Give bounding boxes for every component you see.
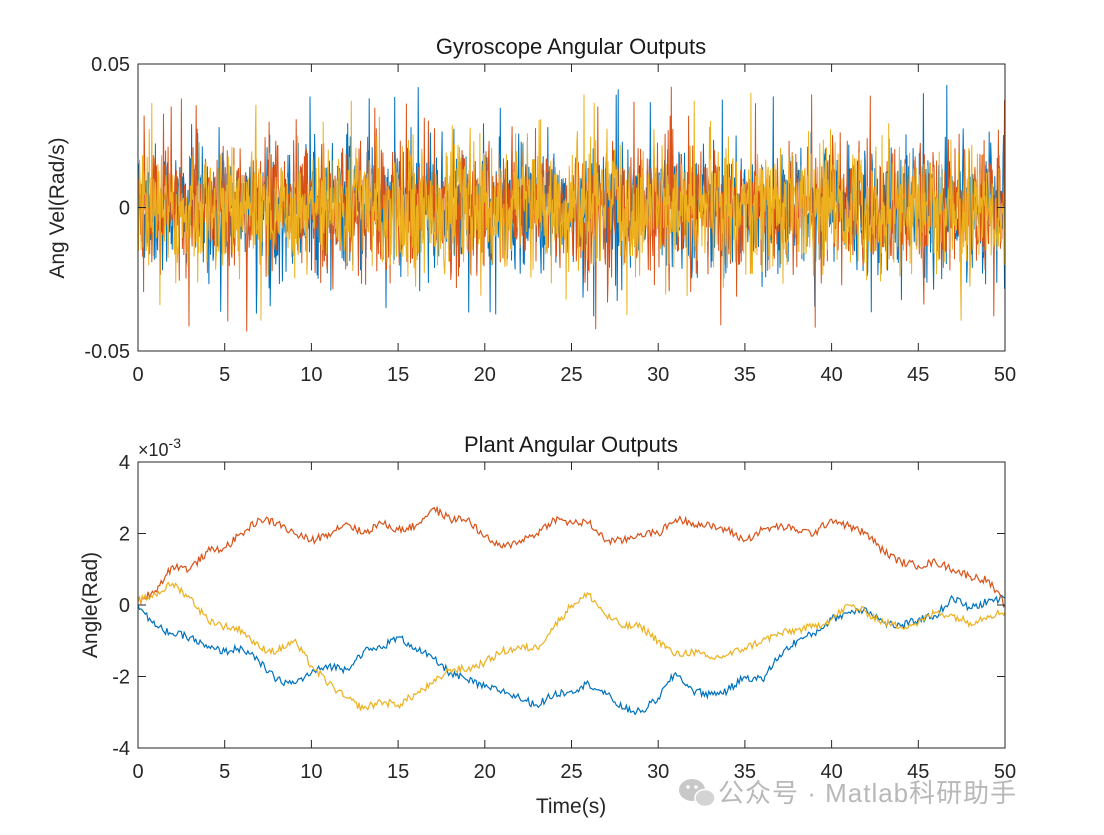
gyroscope-series-3 [137,92,1006,321]
gyroscope-title: Gyroscope Angular Outputs [436,34,706,59]
x-tick-label: 45 [907,364,929,386]
x-tick-label: 50 [994,761,1016,783]
x-tick-label: 35 [734,364,756,386]
y-tick-label: 0 [119,595,130,617]
x-tick-label: 20 [474,761,496,783]
x-tick-label: 5 [219,364,230,386]
plant-series-1 [137,594,1006,716]
y-tick-label: -2 [112,667,130,689]
gyroscope-ylabel: Ang Vel(Rad/s) [46,137,69,278]
x-tick-label: 20 [474,364,496,386]
x-tick-label: 30 [647,364,669,386]
x-tick-label: 15 [387,364,409,386]
y-tick-label: -4 [112,738,130,760]
x-tick-label: 10 [300,761,322,783]
x-tick-label: 25 [560,364,582,386]
plant-series-3 [137,581,1006,711]
plant-series-2 [137,505,1006,608]
plant-axes: Plant Angular Outputs 0 5 10 15 20 25 30 35 40 45… [79,432,1016,818]
x-tick-label: 40 [820,364,842,386]
gyroscope-axes: Gyroscope Angular Outputs 0 5 10 15 20 25 30 35… [46,34,1016,386]
plant-title: Plant Angular Outputs [464,432,678,457]
y-tick-label: 4 [119,452,130,474]
plant-ylabel: Angle(Rad) [79,552,102,658]
gyroscope-series-group [137,84,1006,332]
plant-xlabel: Time(s) [536,795,606,818]
x-tick-label: 25 [560,761,582,783]
x-tick-label: 5 [219,761,230,783]
x-tick-label: 45 [907,761,929,783]
x-tick-label: 30 [647,761,669,783]
watermark: 公众号 · Matlab科研助手 [679,778,1017,808]
x-tick-label: 50 [994,364,1016,386]
watermark-text: 公众号 · Matlab科研助手 [718,778,1017,808]
plant-series-group [137,505,1006,716]
x-tick-label: 35 [734,761,756,783]
y-tick-label: 2 [119,524,130,546]
y-tick-label: 0.05 [91,54,130,76]
plant-y-exponent: ×10-3 [138,435,181,460]
x-tick-label: 0 [132,364,143,386]
y-tick-label: -0.05 [84,341,130,363]
x-tick-label: 10 [300,364,322,386]
x-tick-label: 15 [387,761,409,783]
wechat-icon [679,779,716,808]
x-tick-label: 0 [132,761,143,783]
y-tick-label: 0 [119,198,130,220]
plant-ticks: 0 5 10 15 20 25 30 35 40 45 50 -4 -2 0 2 4 [112,452,1016,783]
x-tick-label: 40 [820,761,842,783]
